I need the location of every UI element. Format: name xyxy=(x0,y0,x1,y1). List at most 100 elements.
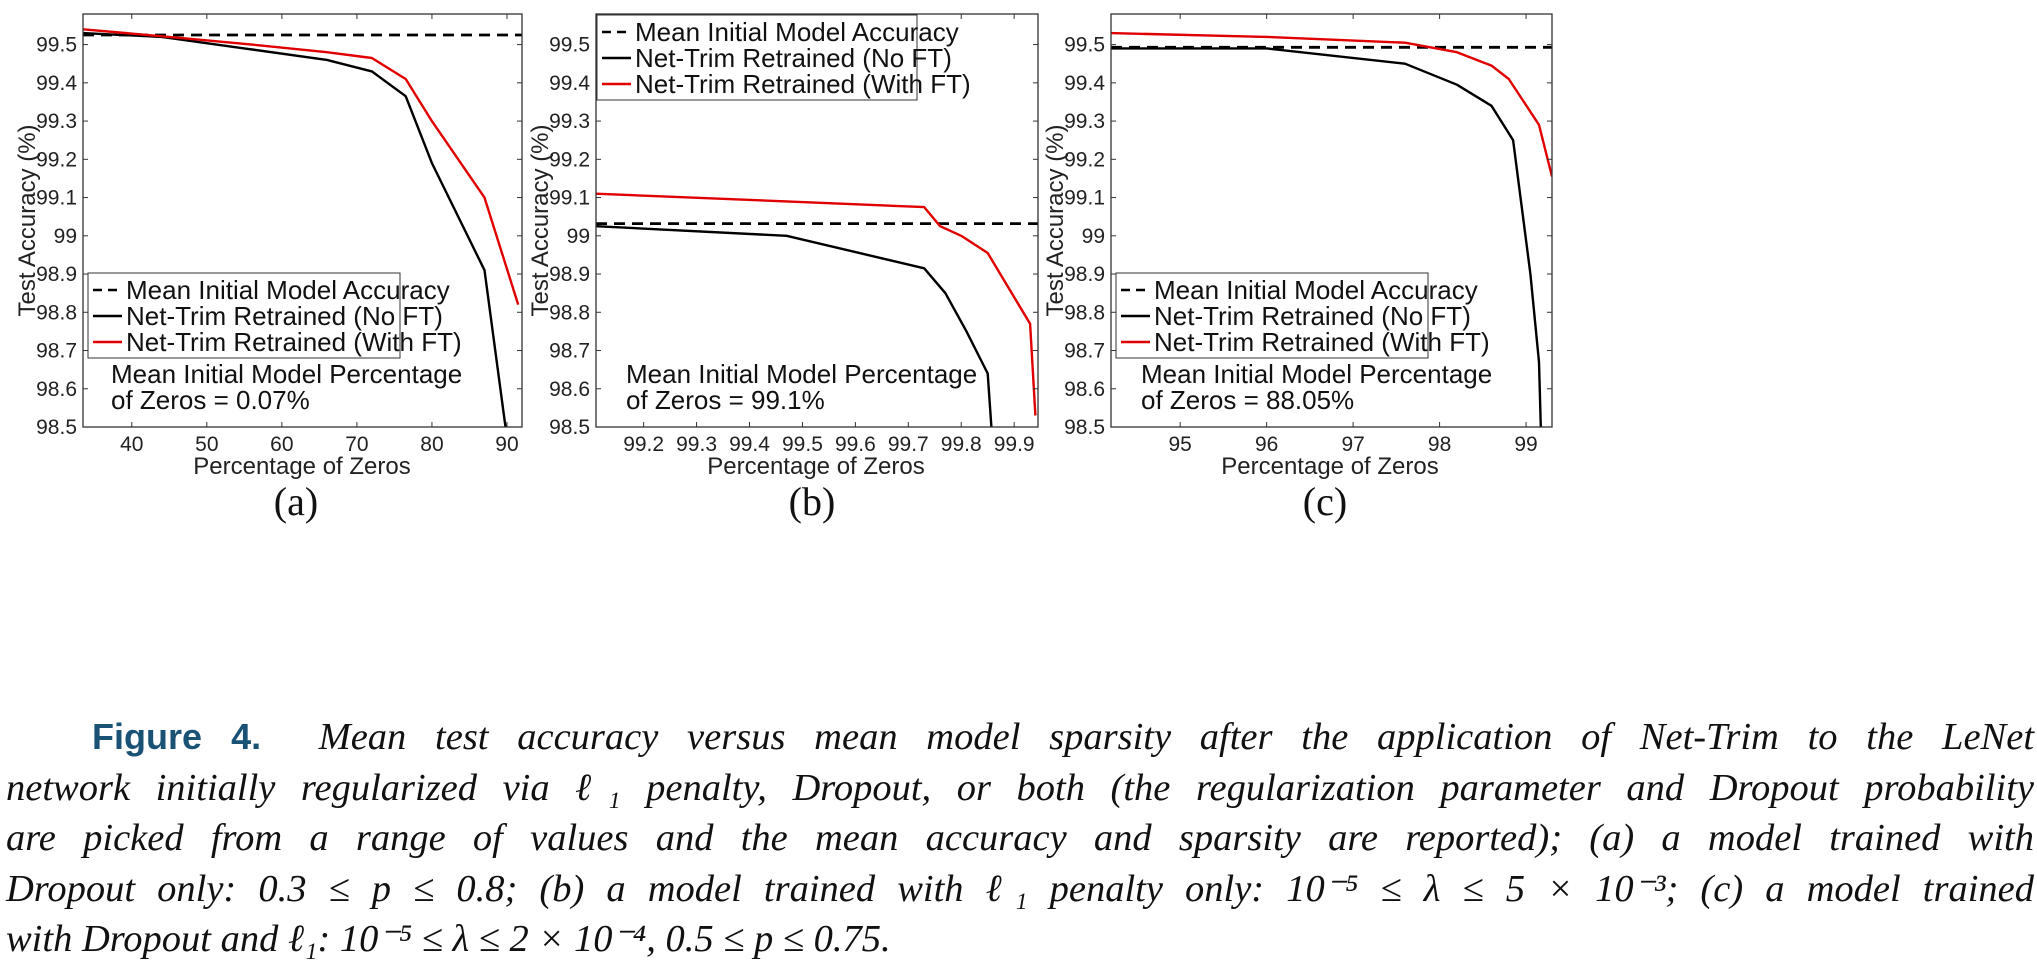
legend-entry: Net-Trim Retrained (With FT) xyxy=(126,327,462,357)
y-tick-label: 98.7 xyxy=(36,340,77,363)
x-tick-label: 99.3 xyxy=(676,433,717,456)
x-tick-label: 99 xyxy=(1514,433,1537,456)
y-tick-label: 98.5 xyxy=(36,416,77,439)
x-tick-label: 98 xyxy=(1428,433,1451,456)
y-tick-label: 98.6 xyxy=(1064,378,1105,401)
x-axis-label: Percentage of Zeros xyxy=(1221,453,1438,480)
y-tick-label: 99 xyxy=(1082,225,1105,248)
y-tick-label: 99.4 xyxy=(36,72,77,95)
legend-entry: Mean Initial Model Accuracy xyxy=(1154,275,1478,305)
x-tick-label: 99.8 xyxy=(941,433,982,456)
caption-label: Figure 4. xyxy=(92,716,262,757)
series-line-3 xyxy=(596,192,1037,416)
y-tick-label: 99.2 xyxy=(36,148,77,171)
legend-entry: Net-Trim Retrained (No FT) xyxy=(1154,301,1471,331)
y-tick-label: 98.5 xyxy=(1064,416,1105,439)
x-tick-label: 90 xyxy=(495,433,518,456)
x-tick-label: 50 xyxy=(195,433,218,456)
y-tick-label: 98.8 xyxy=(36,301,77,324)
y-tick-label: 98.5 xyxy=(549,416,590,439)
x-tick-label: 99.4 xyxy=(729,433,770,456)
y-tick-label: 98.6 xyxy=(36,378,77,401)
x-tick-label: 99.7 xyxy=(888,433,929,456)
y-axis-label: Test Accuracy (%) xyxy=(527,124,554,316)
y-tick-label: 98.6 xyxy=(549,378,590,401)
panel-letter: (b) xyxy=(789,479,836,524)
x-axis-label: Percentage of Zeros xyxy=(707,453,924,480)
caption-line-1: Mean test accuracy versus mean model spa… xyxy=(318,716,2035,758)
annotation-line: Mean Initial Model Percentage xyxy=(1141,359,1492,389)
y-tick-label: 99.3 xyxy=(549,110,590,133)
y-tick-label: 99 xyxy=(567,225,590,248)
x-tick-label: 96 xyxy=(1255,433,1278,456)
caption-line-2: network initially regularized via ℓ₁ pen… xyxy=(6,766,2034,809)
annotation-line: of Zeros = 99.1% xyxy=(626,385,825,415)
series-line-2 xyxy=(596,225,993,427)
caption-line-5: with Dropout and ℓ₁: 10⁻⁵ ≤ λ ≤ 2 × 10⁻⁴… xyxy=(6,918,891,960)
legend-box xyxy=(87,272,401,359)
x-tick-label: 80 xyxy=(420,433,443,456)
x-tick-label: 99.5 xyxy=(782,433,823,456)
legend-entry: Mean Initial Model Accuracy xyxy=(126,275,450,305)
x-tick-label: 99.6 xyxy=(835,433,876,456)
annotation-line: of Zeros = 0.07% xyxy=(111,385,310,415)
panel-letter: (c) xyxy=(1303,479,1347,524)
annotation-line: of Zeros = 88.05% xyxy=(1141,385,1354,415)
y-tick-label: 99.4 xyxy=(1064,72,1105,95)
legend-entry: Mean Initial Model Accuracy xyxy=(635,17,959,47)
x-tick-label: 99.9 xyxy=(994,433,1035,456)
x-tick-label: 99.2 xyxy=(623,433,664,456)
panel-letter: (a) xyxy=(274,479,318,524)
series-line-3 xyxy=(1111,31,1552,177)
legend-entry: Net-Trim Retrained (With FT) xyxy=(1154,327,1490,357)
annotation-line: Mean Initial Model Percentage xyxy=(111,359,462,389)
y-tick-label: 99.5 xyxy=(1064,34,1105,57)
series-line-2 xyxy=(83,31,507,427)
legend-entry: Net-Trim Retrained (No FT) xyxy=(635,43,952,73)
x-tick-label: 95 xyxy=(1168,433,1191,456)
y-tick-label: 99.3 xyxy=(1064,110,1105,133)
chart-panel-1: 40 50 60 70 80 90 98.5 98.6 98.7 98.8 98.9 99 99.1 99… xyxy=(14,13,523,524)
series-line-3 xyxy=(83,28,520,305)
figure: 40 50 60 70 80 9098.598.698.798.898.99999.199… xyxy=(14,13,1553,524)
plot-frame xyxy=(595,13,1039,428)
chart-panel-3: 95 96 97 98 99 98.5 98.6 98.7 98.8 98.9 99 99.1 99.2… xyxy=(1042,13,1553,524)
legend-entry: Net-Trim Retrained (With FT) xyxy=(635,69,971,99)
annotation-line: Mean Initial Model Percentage xyxy=(626,359,977,389)
y-tick-label: 98.7 xyxy=(1064,340,1105,363)
x-tick-label: 70 xyxy=(345,433,368,456)
y-tick-label: 99.5 xyxy=(549,34,590,57)
plot-frame xyxy=(82,13,523,428)
x-tick-label: 60 xyxy=(270,433,293,456)
y-tick-label: 99.1 xyxy=(549,187,590,210)
caption-line-3: are picked from a range of values and th… xyxy=(6,817,2034,859)
y-axis-label: Test Accuracy (%) xyxy=(14,124,41,316)
legend-box xyxy=(596,14,918,101)
y-tick-label: 98.7 xyxy=(549,340,590,363)
y-tick-label: 99.5 xyxy=(36,34,77,57)
x-tick-label: 40 xyxy=(120,433,143,456)
y-tick-label: 98.9 xyxy=(1064,263,1105,286)
y-tick-label: 98.8 xyxy=(549,301,590,324)
legend-box xyxy=(1115,272,1429,359)
y-tick-label: 99.1 xyxy=(1064,187,1105,210)
y-axis-label: Test Accuracy (%) xyxy=(1042,124,1069,316)
y-tick-label: 99.4 xyxy=(549,72,590,95)
y-tick-label: 98.9 xyxy=(36,263,77,286)
x-axis-label: Percentage of Zeros xyxy=(193,453,410,480)
x-tick-label: 97 xyxy=(1341,433,1364,456)
y-tick-label: 99.2 xyxy=(549,148,590,171)
y-tick-label: 99.1 xyxy=(36,187,77,210)
caption-line-4: Dropout only: 0.3 ≤ p ≤ 0.8; (b) a model… xyxy=(6,867,2034,910)
y-tick-label: 99.2 xyxy=(1064,148,1105,171)
y-tick-label: 99.3 xyxy=(36,110,77,133)
chart-panel-2: 99.2 99.3 99.4 99.5 99.6 99.7 99.8 99.9 98.5 98.6… xyxy=(527,13,1039,524)
y-tick-label: 98.9 xyxy=(549,263,590,286)
legend-entry: Net-Trim Retrained (No FT) xyxy=(126,301,443,331)
figure-caption: Figure 4. Mean test accuracy versus mean… xyxy=(6,712,2034,965)
y-tick-label: 99 xyxy=(54,225,77,248)
y-tick-label: 98.8 xyxy=(1064,301,1105,324)
